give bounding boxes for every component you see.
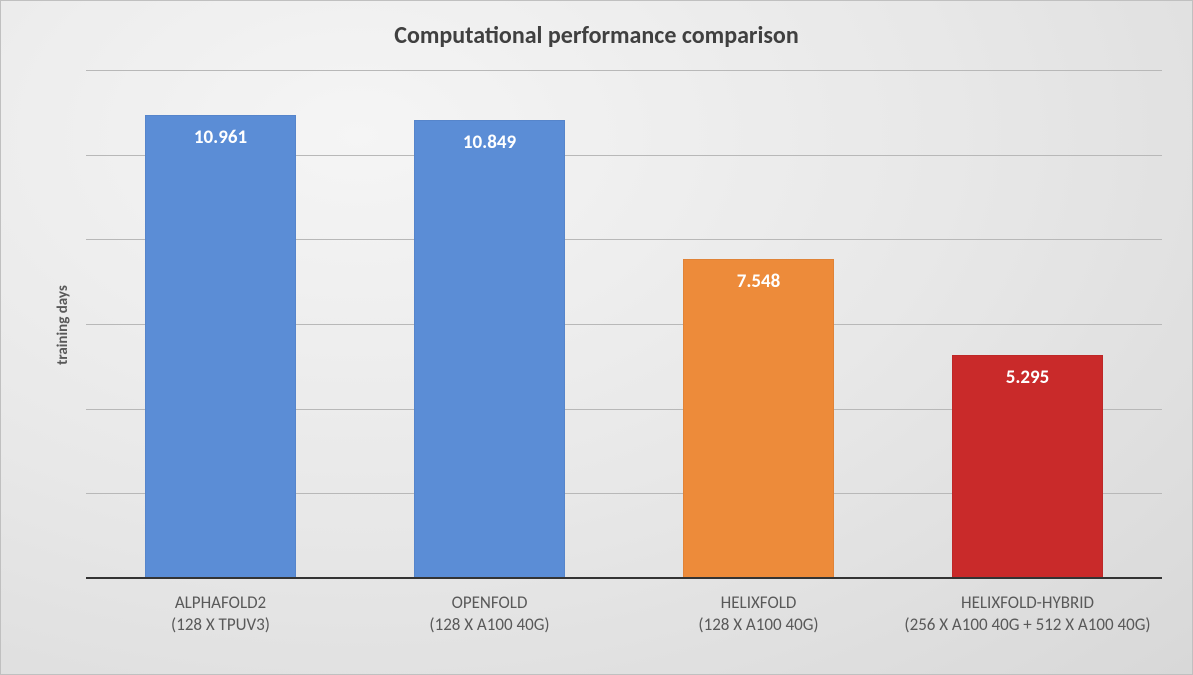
x-label-name: HELIXFOLD <box>628 592 889 614</box>
bar-data-label: 10.961 <box>194 126 247 149</box>
x-label-name: ALPHAFOLD2 <box>90 592 351 614</box>
bar-data-label: 7.548 <box>737 270 781 293</box>
x-label-subtitle: (256 X A100 40G + 512 X A100 40G) <box>897 614 1158 636</box>
x-label-subtitle: (128 X A100 40G) <box>628 614 889 636</box>
x-axis <box>86 577 1162 579</box>
bar-wrapper: 10.961 <box>86 71 355 579</box>
bar: 10.961 <box>145 115 296 579</box>
plot-area: training days 10.96110.8497.5485.295 <box>86 71 1162 579</box>
x-label-subtitle: (128 X TPUV3) <box>90 614 351 636</box>
bar-wrapper: 5.295 <box>893 71 1162 579</box>
x-label-name: HELIXFOLD-HYBRID <box>897 592 1158 614</box>
x-labels-container: ALPHAFOLD2(128 X TPUV3)OPENFOLD(128 X A1… <box>86 584 1162 664</box>
x-label-subtitle: (128 X A100 40G) <box>359 614 620 636</box>
x-label-name: OPENFOLD <box>359 592 620 614</box>
bar: 7.548 <box>683 259 834 579</box>
x-axis-label: ALPHAFOLD2(128 X TPUV3) <box>86 584 355 664</box>
y-axis-label: training days <box>54 285 72 365</box>
bar-data-label: 10.849 <box>463 131 516 154</box>
chart-container: Computational performance comparison tra… <box>0 0 1193 675</box>
bar-data-label: 5.295 <box>1006 366 1050 389</box>
bar: 5.295 <box>952 355 1103 579</box>
chart-title: Computational performance comparison <box>1 1 1192 60</box>
bar-wrapper: 7.548 <box>624 71 893 579</box>
bar: 10.849 <box>414 120 565 579</box>
x-axis-label: HELIXFOLD-HYBRID(256 X A100 40G + 512 X … <box>893 584 1162 664</box>
bars-container: 10.961 10.849 7.548 5.295 <box>86 71 1162 579</box>
x-axis-label: OPENFOLD(128 X A100 40G) <box>355 584 624 664</box>
bar-wrapper: 10.849 <box>355 71 624 579</box>
x-axis-label: HELIXFOLD(128 X A100 40G) <box>624 584 893 664</box>
